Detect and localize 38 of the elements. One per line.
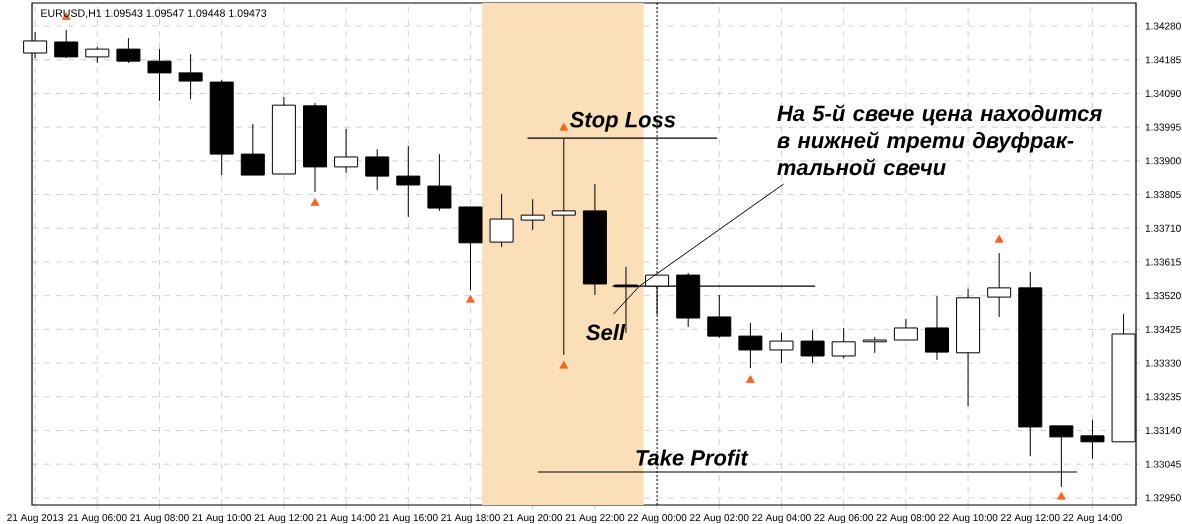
- y-tick-label: 1.33140: [1145, 426, 1181, 435]
- y-tick-label: 1.34280: [1145, 22, 1181, 30]
- y-tick-label: 1.33615: [1145, 258, 1181, 266]
- annotation: Stop Loss: [570, 111, 676, 132]
- y-tick-label: 1.32950: [1145, 494, 1181, 502]
- y-tick-label: 1.33520: [1145, 292, 1181, 300]
- x-tick-label: 21 Aug 12:00: [254, 514, 314, 524]
- annotation: Take Profit: [636, 449, 749, 466]
- x-tick-label: 22 Aug 04:00: [752, 514, 811, 524]
- x-tick-label: 21 Aug 08:00: [130, 514, 189, 524]
- x-tick-label: 22 Aug 06:00: [814, 514, 874, 524]
- x-tick-label: 22 Aug 00:00: [627, 514, 687, 524]
- y-tick-label: 1.33995: [1145, 123, 1181, 131]
- y-tick-label: 1.33045: [1145, 460, 1181, 468]
- x-tick-label: 21 Aug 22:00: [565, 514, 625, 524]
- y-tick-label: 1.33900: [1145, 157, 1181, 165]
- y-tick-label: 1.34090: [1145, 89, 1181, 97]
- x-tick-label: 22 Aug 02:00: [690, 514, 749, 524]
- x-tick-label: 21 Aug 20:00: [503, 514, 563, 524]
- annotation: На 5-й свече цена находится в нижней трети двуфрак-тальной свечи: [777, 104, 1102, 176]
- text: EURUSD,H1 1.09543 1.09547 1.09448 1.09473: [41, 9, 267, 19]
- x-tick-label: 21 Aug 06:00: [68, 514, 127, 524]
- y-tick-label: 1.33425: [1145, 325, 1181, 333]
- annotation: Sell: [586, 324, 626, 341]
- y-tick-label: 1.33235: [1145, 393, 1181, 401]
- x-tick-label: 21 Aug 14:00: [316, 514, 376, 524]
- y-tick-label: 1.33330: [1145, 359, 1181, 367]
- x-tick-label: 22 Aug 08:00: [876, 514, 936, 524]
- y-tick-label: 1.33805: [1145, 191, 1181, 199]
- x-tick-label: 21 Aug 16:00: [379, 514, 438, 524]
- x-tick-label: 21 Aug 2013: [7, 514, 64, 524]
- y-tick-label: 1.33710: [1145, 224, 1181, 232]
- x-tick-label: 22 Aug 14:00: [1063, 514, 1122, 524]
- y-tick-label: 1.34185: [1145, 56, 1181, 64]
- x-tick-label: 21 Aug 10:00: [192, 514, 252, 524]
- x-tick-label: 21 Aug 18:00: [441, 514, 500, 524]
- x-tick-label: 22 Aug 10:00: [938, 514, 998, 524]
- x-tick-label: 22 Aug 12:00: [1001, 514, 1060, 524]
